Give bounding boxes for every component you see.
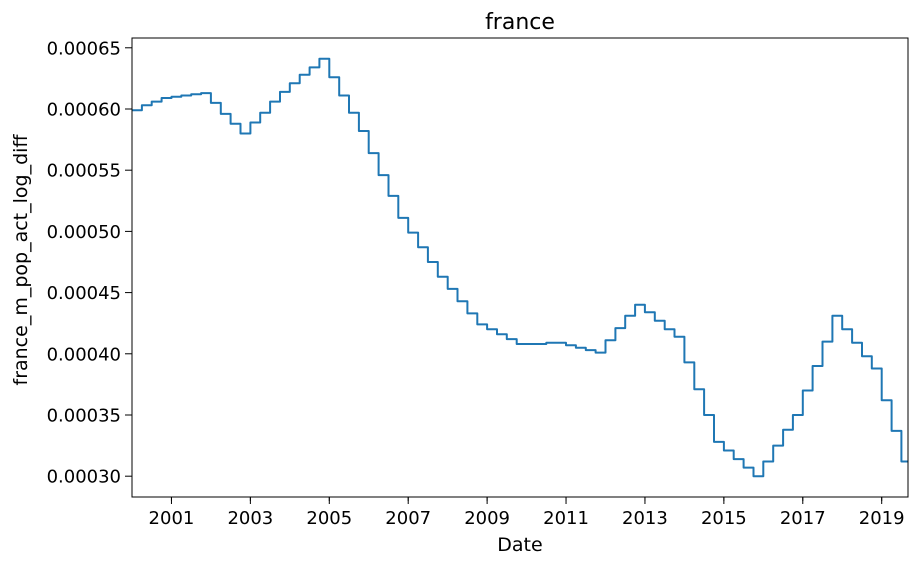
x-axis: 2001 2003 2005 2007 2009 2011 2013 2015 2017 2019 [149, 497, 905, 529]
y-tick-label: 0.00055 [47, 161, 121, 182]
plot-area [132, 57, 908, 478]
y-tick-label: 0.00035 [47, 405, 121, 426]
y-tick-label: 0.00040 [47, 344, 121, 365]
x-tick-label: 2015 [701, 508, 747, 529]
y-tick-label: 0.00065 [47, 38, 121, 59]
y-tick-label: 0.00060 [47, 99, 121, 120]
x-axis-label: Date [497, 534, 542, 556]
x-tick-label: 2007 [385, 508, 431, 529]
series-line [132, 57, 908, 478]
y-tick-label: 0.00050 [47, 222, 121, 243]
y-tick-label: 0.00030 [47, 467, 121, 488]
x-tick-label: 2003 [227, 508, 273, 529]
x-tick-label: 2019 [859, 508, 905, 529]
y-axis: 0.00030 0.00035 0.00040 0.00045 0.00050 0.000… [47, 38, 132, 488]
chart-title: france [485, 10, 555, 35]
y-tick-label: 0.00045 [47, 283, 121, 304]
x-tick-label: 2017 [780, 508, 826, 529]
x-tick-label: 2009 [464, 508, 510, 529]
x-tick-label: 2013 [622, 508, 668, 529]
y-axis-label: france_m_pop_act_log_diff [10, 134, 32, 386]
x-tick-label: 2005 [306, 508, 352, 529]
x-tick-label: 2001 [149, 508, 195, 529]
x-tick-label: 2011 [543, 508, 589, 529]
plot-frame [131, 37, 909, 498]
